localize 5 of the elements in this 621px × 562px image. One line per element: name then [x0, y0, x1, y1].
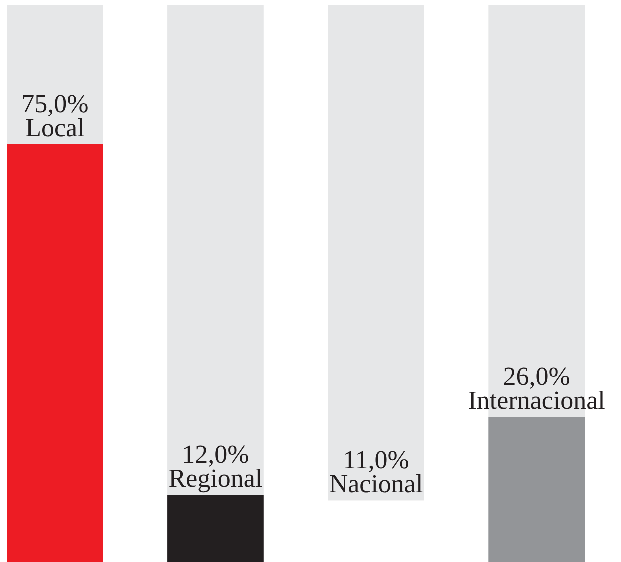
data-label: 26,0% [503, 362, 570, 392]
data-label: 11,0% [343, 446, 410, 475]
bar [168, 495, 264, 562]
data-label: 75,0% [22, 89, 89, 118]
data-label: 12,0% [182, 440, 250, 470]
